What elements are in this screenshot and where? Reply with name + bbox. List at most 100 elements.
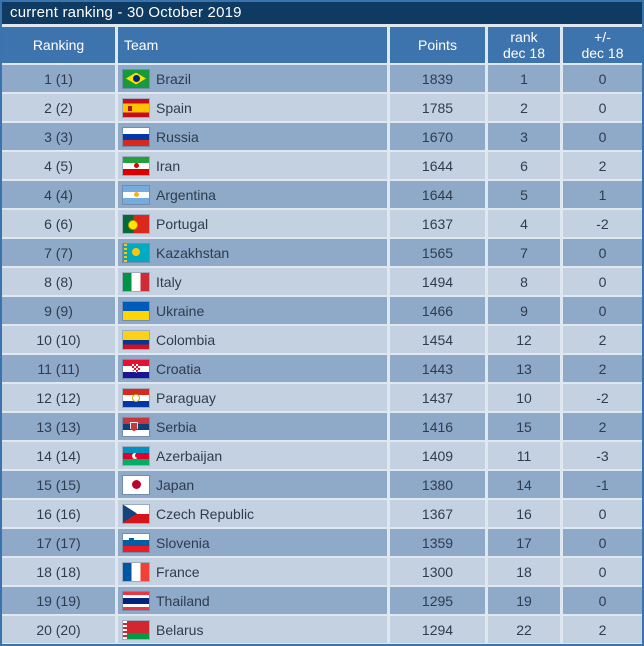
points-cell: 1443: [390, 355, 488, 382]
change-dec18-cell: 0: [563, 123, 642, 150]
team-name: Spain: [156, 99, 192, 116]
team-name: Argentina: [156, 186, 216, 203]
points-cell: 1454: [390, 326, 488, 353]
team-name: Azerbaijan: [156, 447, 223, 464]
ranking-cell: 7 (7): [2, 239, 118, 266]
column-header-points: Points: [390, 27, 488, 63]
team-cell: Brazil: [118, 65, 390, 92]
table-row: 8 (8) Italy 1494 8 0: [2, 266, 642, 295]
change-dec18-cell: -2: [563, 384, 642, 411]
table-row: 13 (13) Serbia 1416 15 2: [2, 411, 642, 440]
rank-dec18-cell: 18: [488, 558, 563, 585]
ranking-cell: 19 (19): [2, 587, 118, 614]
points-cell: 1670: [390, 123, 488, 150]
ranking-cell: 1 (1): [2, 65, 118, 92]
points-cell: 1300: [390, 558, 488, 585]
argentina-flag-icon: [123, 185, 149, 204]
team-name: Serbia: [156, 418, 197, 435]
team-cell: Italy: [118, 268, 390, 295]
column-header-team: Team: [118, 27, 390, 63]
team-name: Brazil: [156, 70, 192, 87]
table-row: 15 (15) Japan 1380 14 -1: [2, 469, 642, 498]
rank-dec18-cell: 7: [488, 239, 563, 266]
points-cell: 1437: [390, 384, 488, 411]
italy-flag-icon: [123, 272, 149, 291]
table-row: 11 (11) Croatia 1443 13 2: [2, 353, 642, 382]
ranking-cell: 15 (15): [2, 471, 118, 498]
thailand-flag-icon: [123, 591, 149, 610]
change-dec18-cell: 0: [563, 297, 642, 324]
brazil-flag-icon: [123, 69, 149, 88]
ranking-cell: 11 (11): [2, 355, 118, 382]
team-cell: Colombia: [118, 326, 390, 353]
change-dec18-cell: 0: [563, 529, 642, 556]
team-name: Portugal: [156, 215, 209, 232]
points-cell: 1637: [390, 210, 488, 237]
russia-flag-icon: [123, 127, 149, 146]
table-row: 18 (18) France 1300 18 0: [2, 556, 642, 585]
team-cell: Argentina: [118, 181, 390, 208]
france-flag-icon: [123, 562, 149, 581]
table-body: 1 (1) Brazil 1839 1 0 2 (2) Spain 1785 2…: [2, 63, 642, 643]
team-name: Iran: [156, 157, 181, 174]
change-dec18-cell: 2: [563, 413, 642, 440]
slovenia-flag-icon: [123, 533, 149, 552]
team-name: Ukraine: [156, 302, 205, 319]
points-cell: 1644: [390, 181, 488, 208]
team-cell: Japan: [118, 471, 390, 498]
team-cell: Kazakhstan: [118, 239, 390, 266]
table-row: 10 (10) Colombia 1454 12 2: [2, 324, 642, 353]
table-header: Ranking Team Points rank dec 18 +/- dec …: [2, 27, 642, 63]
rank-dec18-cell: 6: [488, 152, 563, 179]
team-name: Colombia: [156, 331, 216, 348]
table-row: 14 (14) Azerbaijan 1409 11 -3: [2, 440, 642, 469]
rank-dec18-cell: 13: [488, 355, 563, 382]
column-header-change-dec18: +/- dec 18: [563, 27, 642, 63]
ranking-cell: 20 (20): [2, 616, 118, 643]
ranking-cell: 14 (14): [2, 442, 118, 469]
team-cell: Azerbaijan: [118, 442, 390, 469]
change-dec18-cell: 0: [563, 558, 642, 585]
rank-dec18-cell: 14: [488, 471, 563, 498]
rank-dec18-cell: 1: [488, 65, 563, 92]
rank-dec18-cell: 22: [488, 616, 563, 643]
team-name: Italy: [156, 273, 182, 290]
team-cell: Czech Republic: [118, 500, 390, 527]
rank-dec18-cell: 17: [488, 529, 563, 556]
team-cell: Serbia: [118, 413, 390, 440]
table-row: 1 (1) Brazil 1839 1 0: [2, 63, 642, 92]
team-cell: Spain: [118, 94, 390, 121]
spain-flag-icon: [123, 98, 149, 117]
ranking-cell: 17 (17): [2, 529, 118, 556]
points-cell: 1359: [390, 529, 488, 556]
colombia-flag-icon: [123, 330, 149, 349]
ranking-cell: 8 (8): [2, 268, 118, 295]
points-cell: 1367: [390, 500, 488, 527]
table-row: 4 (4) Argentina 1644 5 1: [2, 179, 642, 208]
team-cell: Portugal: [118, 210, 390, 237]
rank-dec18-cell: 8: [488, 268, 563, 295]
ranking-cell: 6 (6): [2, 210, 118, 237]
change-dec18-cell: -1: [563, 471, 642, 498]
team-cell: Thailand: [118, 587, 390, 614]
table-row: 7 (7) Kazakhstan 1565 7 0: [2, 237, 642, 266]
kazakhstan-flag-icon: [123, 243, 149, 262]
rank-dec18-cell: 10: [488, 384, 563, 411]
team-name: Russia: [156, 128, 199, 145]
team-cell: Croatia: [118, 355, 390, 382]
ranking-cell: 10 (10): [2, 326, 118, 353]
title-bar: current ranking - 30 October 2019: [2, 2, 642, 24]
change-dec18-cell: 1: [563, 181, 642, 208]
points-cell: 1416: [390, 413, 488, 440]
table-row: 19 (19) Thailand 1295 19 0: [2, 585, 642, 614]
ranking-cell: 18 (18): [2, 558, 118, 585]
ranking-cell: 9 (9): [2, 297, 118, 324]
change-dec18-cell: 0: [563, 587, 642, 614]
points-cell: 1644: [390, 152, 488, 179]
japan-flag-icon: [123, 475, 149, 494]
points-cell: 1565: [390, 239, 488, 266]
ukraine-flag-icon: [123, 301, 149, 320]
rank-dec18-cell: 11: [488, 442, 563, 469]
azerbaijan-flag-icon: [123, 446, 149, 465]
change-dec18-cell: 2: [563, 616, 642, 643]
